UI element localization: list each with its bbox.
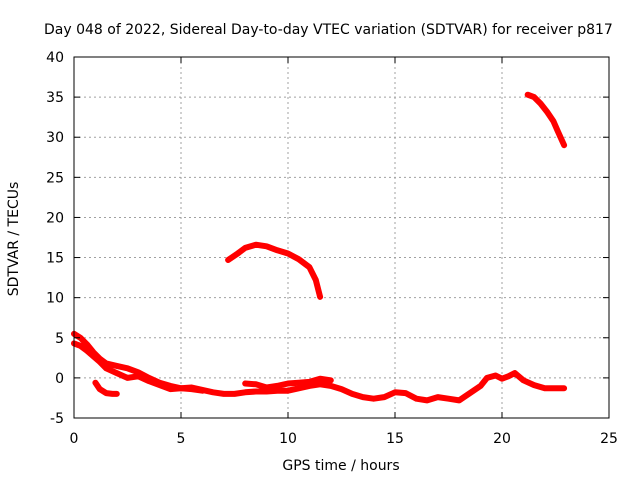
x-tick-label: 20 [493,431,511,447]
x-tick-label: 25 [600,431,618,447]
y-tick-label: 35 [46,90,64,106]
y-tick-label: 25 [46,170,64,186]
plot-frame [73,56,610,419]
y-tick-label: 40 [46,50,64,66]
x-tick-label: 0 [70,431,79,447]
x-axis-label: GPS time / hours [282,458,399,474]
series-track-offset [71,340,206,394]
chart-title: Day 048 of 2022, Sidereal Day-to-day VTE… [44,22,613,38]
series-track-arc [225,241,324,300]
x-axis-ticks: 0 5 10 15 20 25 [70,57,618,447]
y-tick-label: 15 [46,251,64,267]
series-track-short [92,379,120,397]
x-tick-label: 5 [177,431,186,447]
y-tick-label: 30 [46,130,64,146]
series-track-main [71,330,568,404]
y-axis-label: SDTVAR / TECUs [6,182,22,297]
series-track-lower-band [242,375,334,391]
y-axis-ticks: -5 0 5 10 15 20 25 30 35 40 [46,50,609,427]
series-track-top [524,91,568,149]
y-tick-label: 5 [55,331,64,347]
x-tick-label: 10 [279,431,297,447]
data-series [71,91,568,404]
y-tick-label: 10 [46,291,64,307]
x-tick-label: 15 [386,431,404,447]
y-tick-label: -5 [50,411,64,427]
grid-lines [74,57,609,418]
y-tick-label: 20 [46,210,64,226]
y-tick-label: 0 [55,371,64,387]
